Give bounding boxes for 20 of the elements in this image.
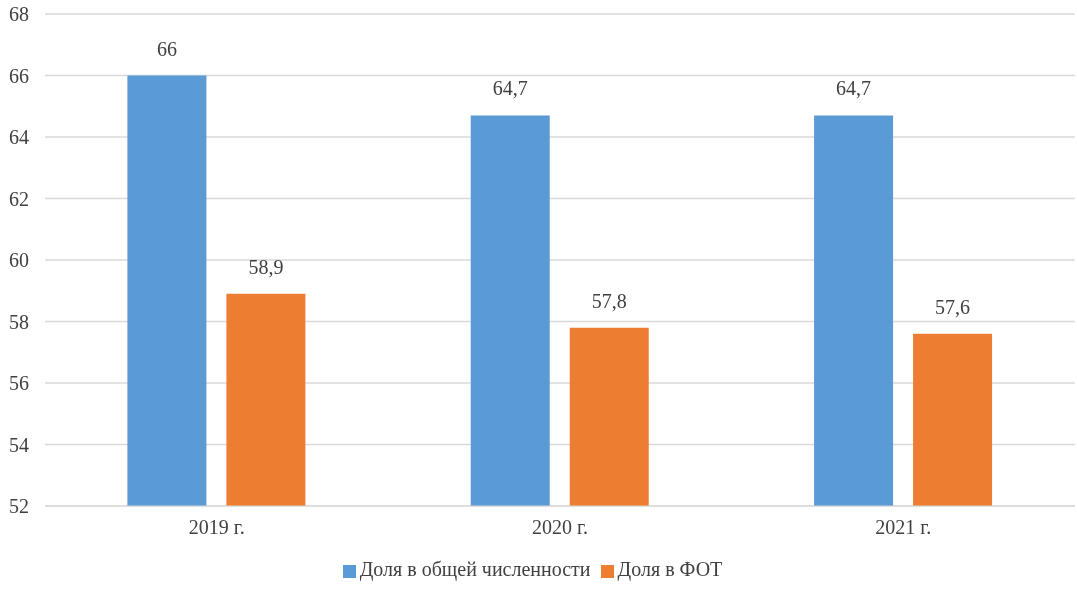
- y-tick-label: 68: [9, 3, 29, 26]
- y-tick-label: 62: [9, 187, 29, 210]
- data-label: 66: [156, 37, 177, 60]
- y-tick-label: 56: [9, 372, 29, 395]
- data-label: 57,8: [591, 289, 627, 312]
- x-tick-label: 2021 г.: [875, 516, 932, 539]
- legend-label: Доля в ФОТ: [617, 558, 723, 580]
- data-label: 57,6: [935, 295, 971, 318]
- data-label: 58,9: [248, 255, 284, 278]
- data-label: 64,7: [492, 77, 528, 100]
- y-tick-label: 60: [9, 249, 29, 272]
- data-label: 64,7: [836, 77, 872, 100]
- y-tick-label: 64: [9, 126, 29, 149]
- x-tick-label: 2019 г.: [188, 516, 245, 539]
- y-tick-label: 52: [9, 495, 29, 518]
- y-tick-label: 54: [9, 433, 29, 456]
- legend-label: Доля в общей численности: [359, 558, 591, 580]
- y-tick-label: 66: [9, 64, 29, 87]
- x-tick-label: 2020 г.: [532, 516, 588, 539]
- y-tick-label: 58: [9, 310, 29, 333]
